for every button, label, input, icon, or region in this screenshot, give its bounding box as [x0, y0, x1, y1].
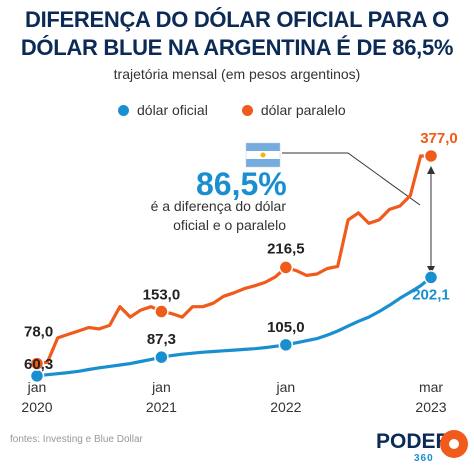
legend-dot-paralelo — [241, 104, 253, 116]
series-line-oficial — [36, 276, 433, 378]
legend: dólar oficial dólar paralelo — [118, 102, 380, 118]
data-label-oficial: 87,3 — [147, 331, 176, 348]
brand-logo-sub: 360 — [414, 453, 434, 464]
difference-arrow — [427, 166, 435, 274]
x-tick-label: mar — [419, 379, 443, 395]
data-point-oficial — [423, 270, 439, 285]
x-tick-label: jan — [27, 379, 47, 395]
data-label-paralelo: 153,0 — [143, 287, 181, 304]
x-tick-label: jan — [275, 379, 295, 395]
data-point-oficial — [278, 337, 294, 353]
data-point-paralelo — [29, 356, 45, 371]
chart-title: DIFERENÇA DO DÓLAR OFICIAL PARA O DÓLAR … — [20, 7, 454, 60]
annotation-connector — [282, 152, 421, 206]
data-point-oficial — [154, 349, 169, 365]
argentina-flag-icon — [245, 142, 281, 168]
legend-item-paralelo: dólar paralelo — [241, 102, 346, 118]
x-tick-label: 2023 — [415, 399, 446, 415]
data-label-paralelo: 377,0 — [420, 130, 458, 147]
data-point-paralelo — [423, 148, 439, 164]
x-tick-label: 2020 — [21, 399, 52, 415]
data-label-oficial: 202,1 — [412, 286, 450, 303]
legend-dot-oficial — [118, 104, 129, 116]
data-label-paralelo: 78,0 — [24, 324, 53, 341]
source-note: fontes: Investing e Blue Dollar — [10, 434, 143, 445]
x-tick-label: jan — [151, 379, 171, 395]
data-point-paralelo — [154, 304, 169, 319]
x-tick-label: 2021 — [146, 399, 177, 415]
data-label-oficial: 105,0 — [267, 319, 305, 336]
legend-label-paralelo: dólar paralelo — [260, 102, 346, 118]
x-tick-label: 2022 — [270, 399, 301, 415]
annotation-percent: 86,5% — [196, 166, 287, 202]
brand-logo-text: PODER — [376, 430, 451, 453]
annotation-text: é a diferença do dólar oficial e o paral… — [150, 198, 286, 233]
legend-label-oficial: dólar oficial — [137, 102, 208, 118]
data-point-paralelo — [278, 260, 294, 275]
series-line-paralelo — [36, 154, 431, 366]
data-label-paralelo: 216,5 — [267, 240, 305, 257]
legend-item-oficial: dólar oficial — [118, 102, 208, 118]
chart-subtitle: trajetória mensal (em pesos argentinos) — [113, 66, 361, 82]
brand-logo-icon — [440, 430, 468, 458]
data-label-oficial: 60,3 — [24, 356, 53, 373]
